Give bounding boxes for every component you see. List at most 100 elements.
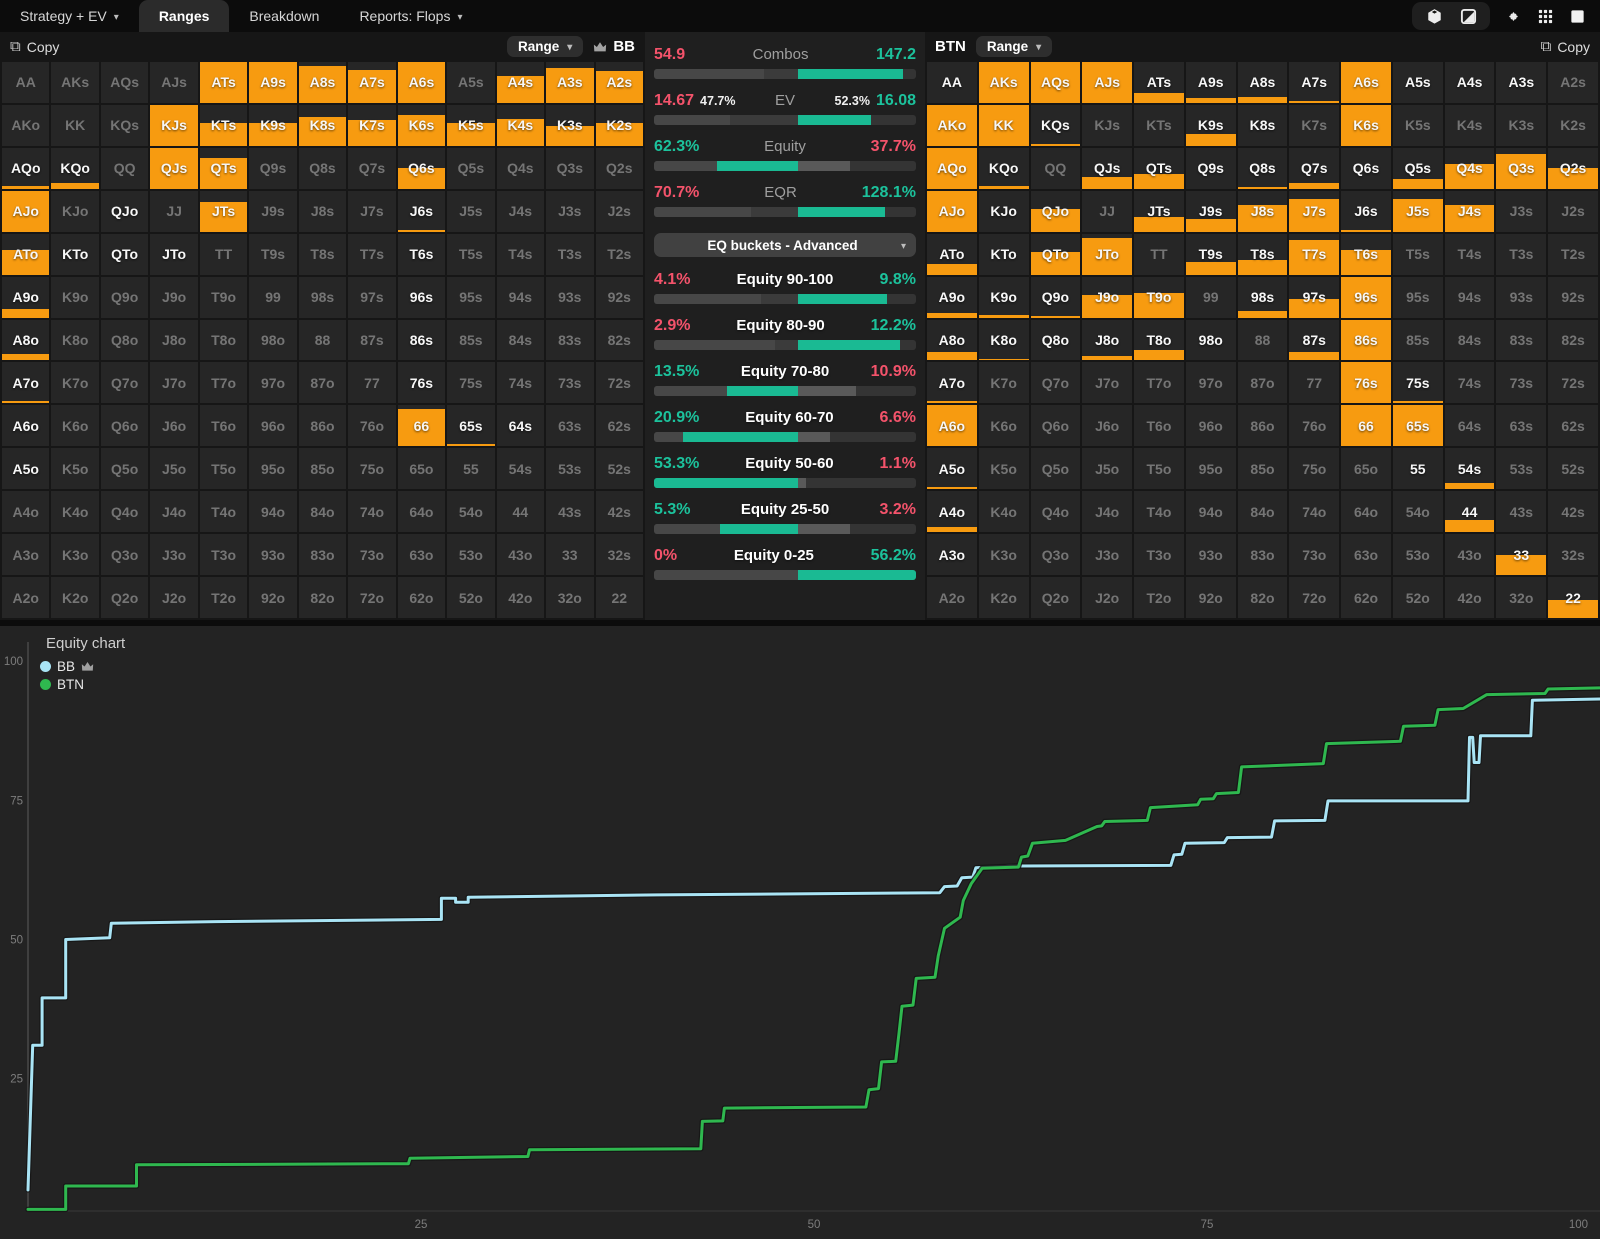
hand-cell-72o[interactable]: 72o bbox=[348, 577, 396, 618]
hand-cell-T4o[interactable]: T4o bbox=[199, 491, 248, 533]
hand-cell-Q7o[interactable]: Q7o bbox=[100, 362, 149, 404]
hand-cell-Q2s[interactable]: Q2s bbox=[1548, 147, 1598, 189]
hand-cell-Q6s[interactable]: Q6s bbox=[1341, 147, 1391, 189]
hand-cell-66[interactable]: 66 bbox=[1341, 405, 1391, 447]
hand-cell-QTo[interactable]: QTo bbox=[1030, 233, 1081, 275]
hand-cell-J8o[interactable]: J8o bbox=[150, 319, 198, 361]
hand-cell-T6s[interactable]: T6s bbox=[1341, 233, 1391, 275]
hand-cell-99[interactable]: 99 bbox=[249, 276, 297, 318]
hand-cell-32o[interactable]: 32o bbox=[546, 577, 594, 618]
hand-cell-K2o[interactable]: K2o bbox=[978, 577, 1029, 618]
hand-cell-J8o[interactable]: J8o bbox=[1082, 319, 1133, 361]
hand-cell-94o[interactable]: 94o bbox=[249, 491, 297, 533]
legend-item-btn[interactable]: BTN bbox=[40, 677, 94, 692]
hand-cell-J2o[interactable]: J2o bbox=[1082, 577, 1133, 618]
hand-cell-87s[interactable]: 87s bbox=[1289, 319, 1340, 361]
hand-cell-T8s[interactable]: T8s bbox=[298, 233, 347, 275]
hand-cell-33[interactable]: 33 bbox=[546, 534, 594, 576]
hand-cell-J5o[interactable]: J5o bbox=[150, 448, 198, 490]
hand-cell-ATs[interactable]: ATs bbox=[199, 62, 248, 103]
hand-cell-A9o[interactable]: A9o bbox=[927, 276, 977, 318]
hand-cell-86o[interactable]: 86o bbox=[298, 405, 347, 447]
hand-cell-AKo[interactable]: AKo bbox=[927, 104, 977, 146]
hand-cell-Q4s[interactable]: Q4s bbox=[1444, 147, 1495, 189]
hand-cell-T9s[interactable]: T9s bbox=[1185, 233, 1236, 275]
hand-cell-62s[interactable]: 62s bbox=[1548, 405, 1598, 447]
hand-cell-86s[interactable]: 86s bbox=[1341, 319, 1391, 361]
hand-cell-T5o[interactable]: T5o bbox=[199, 448, 248, 490]
hand-cell-J8s[interactable]: J8s bbox=[298, 190, 347, 232]
hand-cell-94o[interactable]: 94o bbox=[1185, 491, 1236, 533]
hand-cell-JTo[interactable]: JTo bbox=[150, 233, 198, 275]
hand-cell-53o[interactable]: 53o bbox=[1392, 534, 1443, 576]
hand-cell-KJo[interactable]: KJo bbox=[978, 190, 1029, 232]
hand-cell-KJs[interactable]: KJs bbox=[150, 104, 198, 146]
hand-cell-A2o[interactable]: A2o bbox=[927, 577, 977, 618]
hand-cell-AQs[interactable]: AQs bbox=[100, 62, 149, 103]
hand-cell-J3s[interactable]: J3s bbox=[546, 190, 594, 232]
hand-cell-Q5s[interactable]: Q5s bbox=[447, 147, 495, 189]
hand-cell-JJ[interactable]: JJ bbox=[150, 190, 198, 232]
hand-cell-T2s[interactable]: T2s bbox=[595, 233, 643, 275]
hand-cell-T2o[interactable]: T2o bbox=[199, 577, 248, 618]
hand-cell-A7o[interactable]: A7o bbox=[927, 362, 977, 404]
hand-cell-A8o[interactable]: A8o bbox=[2, 319, 50, 361]
hand-cell-42s[interactable]: 42s bbox=[595, 491, 643, 533]
hand-cell-33[interactable]: 33 bbox=[1496, 534, 1547, 576]
hand-cell-T3o[interactable]: T3o bbox=[199, 534, 248, 576]
hand-cell-KTo[interactable]: KTo bbox=[978, 233, 1029, 275]
hand-cell-KQs[interactable]: KQs bbox=[100, 104, 149, 146]
hand-cell-J4s[interactable]: J4s bbox=[496, 190, 545, 232]
hand-cell-T2o[interactable]: T2o bbox=[1134, 577, 1184, 618]
hand-cell-K5s[interactable]: K5s bbox=[1392, 104, 1443, 146]
hand-cell-76s[interactable]: 76s bbox=[397, 362, 446, 404]
hand-cell-TT[interactable]: TT bbox=[1134, 233, 1184, 275]
hand-cell-64o[interactable]: 64o bbox=[397, 491, 446, 533]
hand-cell-77[interactable]: 77 bbox=[348, 362, 396, 404]
hand-cell-83o[interactable]: 83o bbox=[298, 534, 347, 576]
hand-cell-K4s[interactable]: K4s bbox=[496, 104, 545, 146]
hand-cell-44[interactable]: 44 bbox=[1444, 491, 1495, 533]
hand-cell-A6s[interactable]: A6s bbox=[397, 62, 446, 103]
hand-cell-76o[interactable]: 76o bbox=[1289, 405, 1340, 447]
hand-cell-J9o[interactable]: J9o bbox=[150, 276, 198, 318]
hand-cell-87o[interactable]: 87o bbox=[298, 362, 347, 404]
hand-cell-55[interactable]: 55 bbox=[447, 448, 495, 490]
hand-cell-T7o[interactable]: T7o bbox=[1134, 362, 1184, 404]
tab-strategy-ev[interactable]: Strategy + EV ▾ bbox=[0, 0, 139, 32]
hand-cell-52s[interactable]: 52s bbox=[1548, 448, 1598, 490]
hand-cell-K8o[interactable]: K8o bbox=[978, 319, 1029, 361]
hand-cell-77[interactable]: 77 bbox=[1289, 362, 1340, 404]
hand-cell-Q9o[interactable]: Q9o bbox=[100, 276, 149, 318]
hand-cell-96s[interactable]: 96s bbox=[397, 276, 446, 318]
hand-cell-64s[interactable]: 64s bbox=[496, 405, 545, 447]
hand-cell-96s[interactable]: 96s bbox=[1341, 276, 1391, 318]
hand-cell-K8s[interactable]: K8s bbox=[298, 104, 347, 146]
hand-cell-T8s[interactable]: T8s bbox=[1237, 233, 1288, 275]
hand-cell-J5s[interactable]: J5s bbox=[447, 190, 495, 232]
hand-cell-T9o[interactable]: T9o bbox=[1134, 276, 1184, 318]
hand-cell-JTs[interactable]: JTs bbox=[1134, 190, 1184, 232]
hand-cell-92o[interactable]: 92o bbox=[249, 577, 297, 618]
hand-cell-QTs[interactable]: QTs bbox=[1134, 147, 1184, 189]
tab-ranges[interactable]: Ranges bbox=[138, 0, 230, 32]
hand-cell-95s[interactable]: 95s bbox=[447, 276, 495, 318]
hand-cell-52o[interactable]: 52o bbox=[1392, 577, 1443, 618]
hand-cell-93o[interactable]: 93o bbox=[249, 534, 297, 576]
hand-cell-T3o[interactable]: T3o bbox=[1134, 534, 1184, 576]
hand-cell-Q7s[interactable]: Q7s bbox=[1289, 147, 1340, 189]
hand-cell-KTo[interactable]: KTo bbox=[51, 233, 99, 275]
hand-cell-98o[interactable]: 98o bbox=[249, 319, 297, 361]
legend-item-bb[interactable]: BB bbox=[40, 659, 94, 674]
hand-cell-94s[interactable]: 94s bbox=[496, 276, 545, 318]
hand-cell-J7s[interactable]: J7s bbox=[348, 190, 396, 232]
hand-cell-ATo[interactable]: ATo bbox=[2, 233, 50, 275]
hand-cell-74s[interactable]: 74s bbox=[1444, 362, 1495, 404]
hand-cell-75s[interactable]: 75s bbox=[1392, 362, 1443, 404]
hand-cell-A6o[interactable]: A6o bbox=[927, 405, 977, 447]
hand-cell-T7s[interactable]: T7s bbox=[348, 233, 396, 275]
hand-cell-K7s[interactable]: K7s bbox=[1289, 104, 1340, 146]
hand-cell-K9s[interactable]: K9s bbox=[249, 104, 297, 146]
hand-cell-Q2o[interactable]: Q2o bbox=[1030, 577, 1081, 618]
hand-cell-98s[interactable]: 98s bbox=[298, 276, 347, 318]
